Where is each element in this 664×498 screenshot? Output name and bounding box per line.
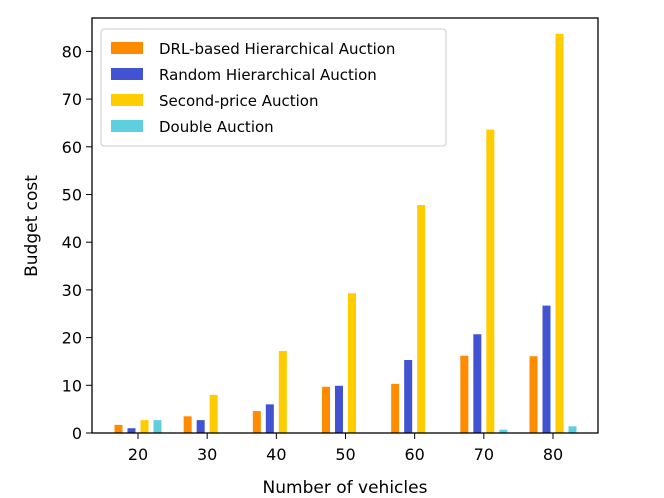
bar-random-30: [196, 420, 205, 433]
legend-swatch-second-price: [111, 94, 143, 106]
bar-second-price-20: [140, 420, 149, 433]
y-tick-label: 60: [62, 138, 82, 157]
bar-second-price-60: [417, 204, 426, 433]
legend-label-double: Double Auction: [159, 118, 274, 136]
x-axis-title: Number of vehicles: [263, 478, 428, 498]
legend-label-second-price: Second-price Auction: [159, 92, 318, 110]
bar-random-40: [265, 404, 274, 433]
legend-swatch-random: [111, 68, 143, 80]
bar-drl-40: [252, 411, 261, 433]
bar-second-price-80: [555, 33, 564, 433]
x-tick-label: 70: [474, 445, 494, 464]
bar-second-price-40: [278, 350, 287, 433]
y-tick-label: 70: [62, 90, 82, 109]
legend: DRL-based Hierarchical Auction Random Hi…: [100, 28, 447, 147]
x-tick-label: 40: [266, 445, 286, 464]
x-tick-label: 20: [128, 445, 148, 464]
y-tick-label: 10: [62, 376, 82, 395]
y-axis-title: Budget cost: [22, 175, 42, 277]
y-tick-label: 0: [72, 424, 82, 443]
bar-drl-20: [114, 424, 123, 433]
bar-drl-70: [460, 355, 469, 433]
y-tick-label: 50: [62, 185, 82, 204]
legend-box: [100, 28, 447, 147]
bar-double-70: [499, 429, 508, 433]
bar-drl-60: [391, 383, 400, 433]
bars-layer: [114, 33, 577, 433]
bar-drl-80: [529, 356, 538, 433]
bar-second-price-70: [486, 129, 495, 433]
bar-drl-30: [183, 416, 192, 433]
y-tick-label: 40: [62, 233, 82, 252]
bar-second-price-50: [348, 293, 356, 433]
x-tick-label: 50: [335, 445, 355, 464]
y-tick-label: 30: [62, 281, 82, 300]
legend-label-random: Random Hierarchical Auction: [159, 66, 377, 84]
bar-random-70: [473, 334, 482, 433]
bar-random-80: [542, 305, 551, 433]
bar-second-price-30: [209, 394, 218, 433]
legend-swatch-double: [111, 120, 143, 132]
legend-swatch-drl: [111, 42, 143, 54]
y-tick-label: 20: [62, 329, 82, 348]
bar-random-50: [335, 385, 343, 433]
bar-double-80: [568, 426, 577, 433]
bar-double-20: [153, 420, 162, 433]
legend-label-drl: DRL-based Hierarchical Auction: [159, 40, 395, 58]
y-axis-ticks: 0 10 20 30 40 50 60 70 80: [62, 42, 92, 443]
x-tick-label: 60: [404, 445, 424, 464]
bar-random-60: [404, 360, 413, 433]
bar-drl-50: [322, 386, 330, 433]
y-tick-label: 80: [62, 42, 82, 61]
x-axis-ticks: 20 30 40 50 60 70 80: [128, 433, 563, 464]
bar-random-20: [127, 428, 136, 433]
x-tick-label: 80: [543, 445, 563, 464]
plot-frame: [91, 17, 599, 434]
x-tick-label: 30: [197, 445, 217, 464]
